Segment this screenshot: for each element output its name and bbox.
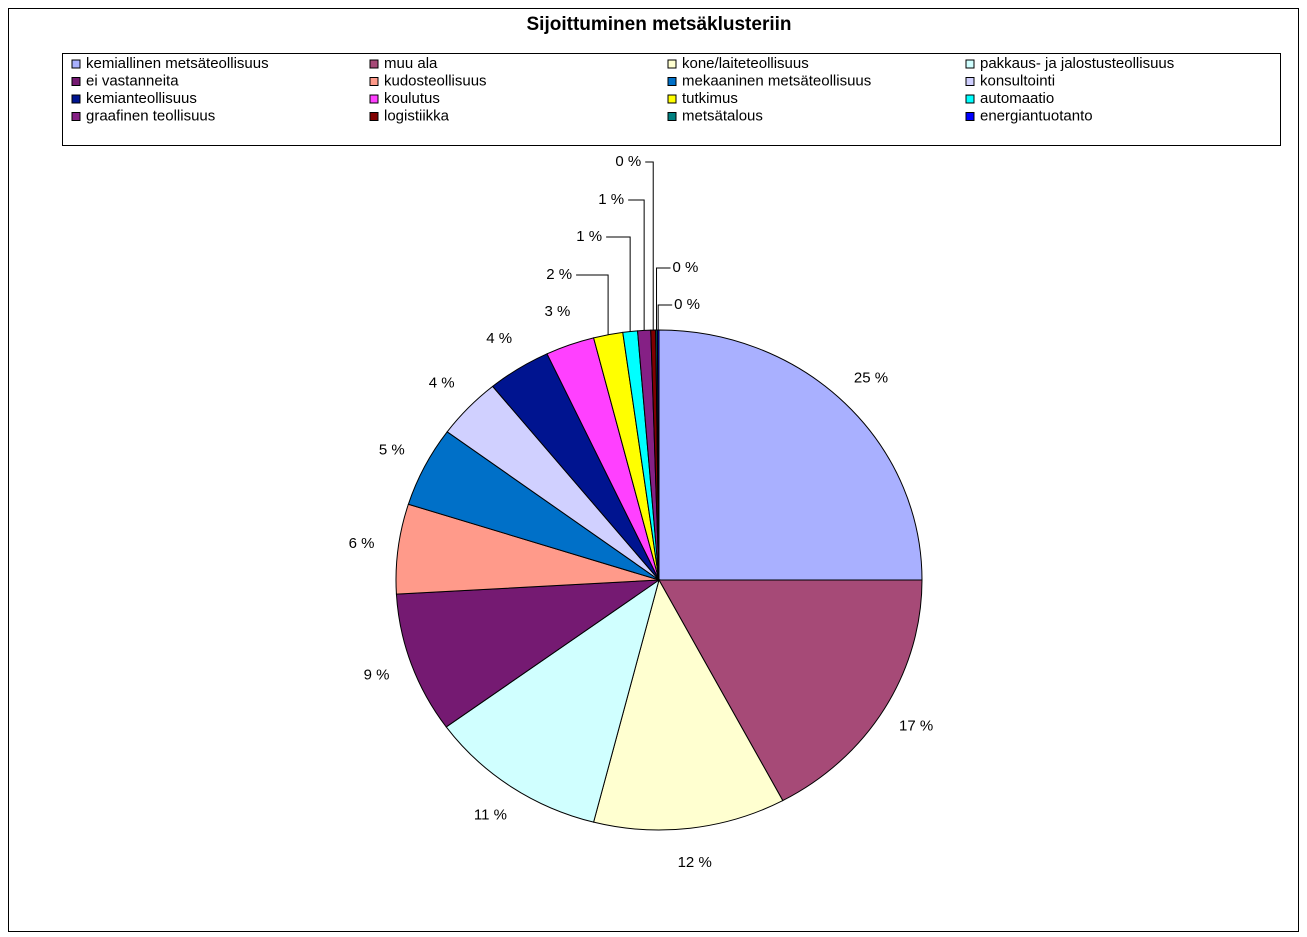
data-label: 9 % — [364, 667, 390, 684]
pie-slice — [658, 329, 923, 581]
data-label: 17 % — [899, 718, 933, 735]
legend-swatch — [71, 59, 81, 69]
pie-slice — [592, 578, 784, 831]
data-label: 1 % — [598, 191, 624, 208]
data-label: 5 % — [379, 442, 405, 459]
legend-label: mekaaninen metsäteollisuus — [682, 72, 871, 89]
legend-swatch — [965, 77, 975, 86]
legend-swatch — [369, 112, 379, 121]
leader-line — [656, 267, 671, 331]
legend-label: kudosteollisuus — [384, 72, 487, 89]
legend-label: ei vastanneita — [86, 72, 179, 89]
data-label: 25 % — [854, 369, 888, 386]
data-label: 0 % — [674, 296, 700, 313]
legend-swatch — [71, 94, 81, 104]
data-label: 0 % — [615, 153, 641, 170]
chart-title: Sijoittuminen metsäklusteriin — [527, 14, 792, 35]
data-label: 11 % — [474, 807, 507, 824]
legend-label: metsätalous — [682, 107, 763, 124]
legend-label: kemianteollisuus — [86, 90, 197, 107]
legend-swatch — [965, 94, 975, 104]
legend-swatch — [965, 59, 975, 69]
legend-swatch — [71, 77, 81, 86]
legend-label: automaatio — [980, 90, 1054, 107]
data-label: 4 % — [429, 375, 455, 392]
legend-label: kemiallinen metsäteollisuus — [86, 55, 269, 72]
data-label: 1 % — [576, 228, 602, 245]
data-label: 12 % — [678, 854, 712, 871]
legend-swatch — [71, 112, 81, 121]
legend-swatch — [369, 59, 379, 69]
leader-line — [645, 161, 654, 331]
data-label: 6 % — [349, 535, 375, 552]
legend-label: konsultointi — [980, 72, 1055, 89]
legend-label: energiantuotanto — [980, 107, 1093, 124]
legend-swatch — [369, 94, 379, 104]
data-label: 2 % — [546, 266, 572, 283]
leader-line — [657, 304, 673, 331]
leader-line — [576, 274, 609, 335]
legend-swatch — [667, 94, 677, 104]
legend-label: pakkaus- ja jalostusteollisuus — [980, 55, 1174, 72]
legend-label: logistiikka — [384, 107, 450, 124]
pie-slice — [445, 578, 660, 823]
data-label: 0 % — [673, 259, 699, 276]
data-label: 4 % — [486, 330, 512, 347]
leader-line — [606, 236, 631, 332]
pie-slice — [658, 579, 923, 802]
legend-label: koulutus — [384, 90, 440, 107]
legend-swatch — [369, 77, 379, 86]
legend-label: muu ala — [384, 55, 438, 72]
legend-swatch — [667, 112, 677, 121]
legend-label: tutkimus — [682, 90, 738, 107]
legend-swatch — [965, 112, 975, 121]
legend-label: kone/laiteteollisuus — [682, 55, 809, 72]
legend-swatch — [667, 77, 677, 86]
data-label: 3 % — [545, 303, 571, 320]
pie-slice — [656, 329, 660, 581]
legend-label: graafinen teollisuus — [86, 107, 215, 124]
leader-line — [628, 199, 645, 331]
legend-swatch — [667, 59, 677, 69]
pie-slice — [395, 579, 661, 728]
